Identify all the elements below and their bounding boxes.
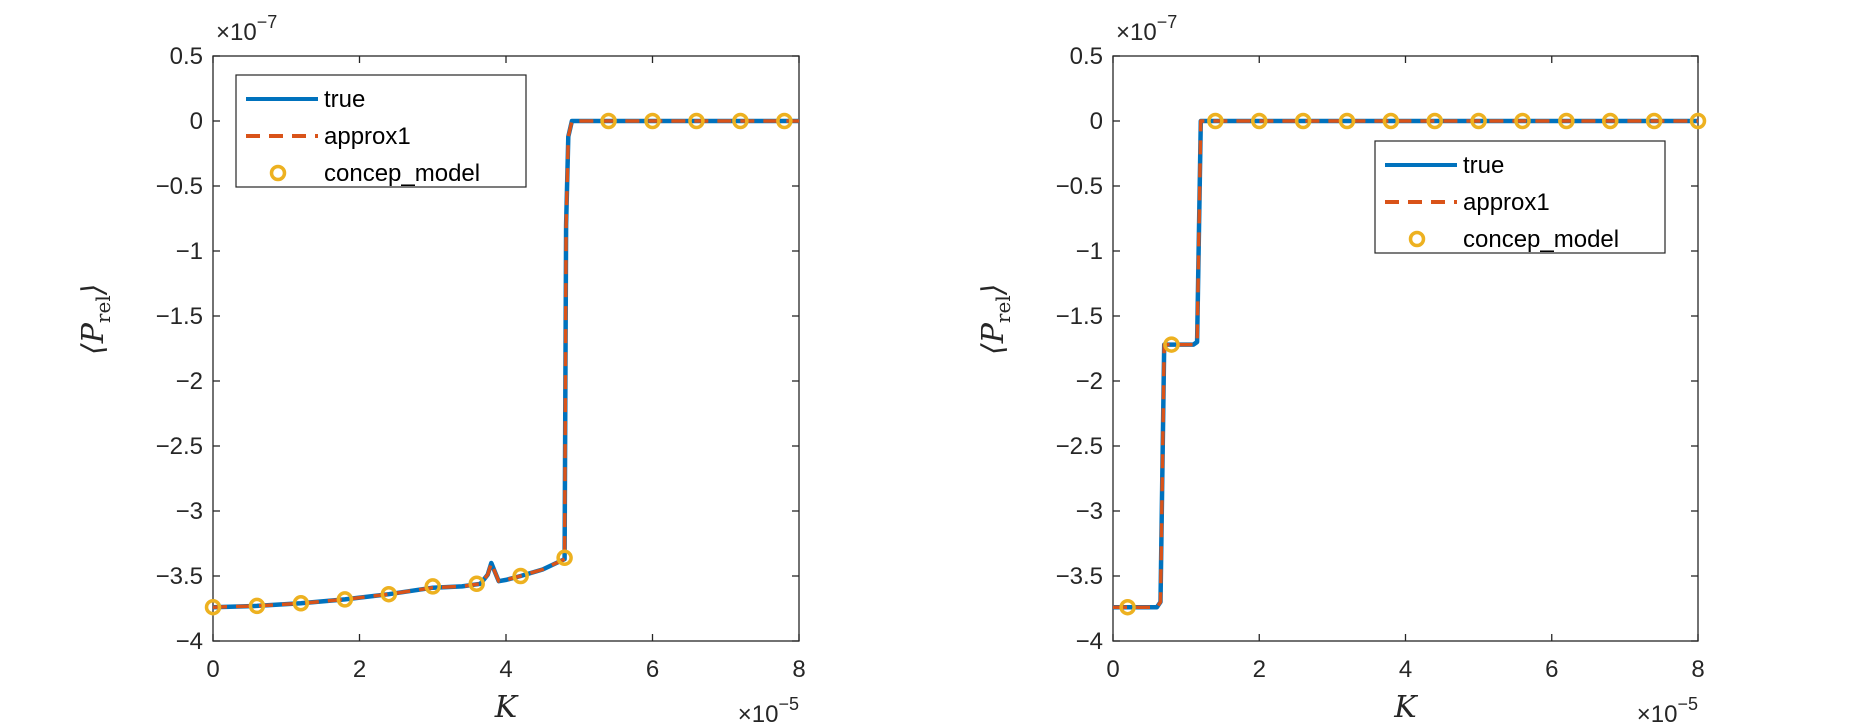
legend: true approx1 concep_model	[1374, 140, 1666, 254]
y-tick-label: −1.5	[156, 303, 203, 330]
approx1-line	[1113, 119, 1698, 609]
concep-model-marker	[468, 575, 485, 593]
concep-model-marker	[336, 591, 354, 608]
y-axis-label-close: ⟩	[976, 284, 1011, 297]
y-tick-label: −2.5	[1056, 433, 1103, 460]
y-tick-label: −2.5	[156, 433, 203, 460]
y-tick-label: −3.5	[156, 563, 203, 590]
concep-model-marker	[1470, 112, 1487, 130]
concep-model-marker	[776, 112, 793, 130]
y-axis-label: ⟨Prel⟩	[976, 284, 1015, 355]
y-tick-label: −4	[176, 628, 203, 655]
legend-marker	[269, 164, 287, 182]
x-tick-label: 8	[1691, 656, 1704, 683]
concep-model-marker	[1426, 112, 1443, 130]
y-tick-label: −3	[1076, 498, 1103, 525]
legend-label: approx1	[1463, 189, 1550, 216]
concep-model-marker	[1119, 598, 1136, 616]
x-exponent-label: ×10−5	[738, 694, 799, 725]
concep-model-marker	[1251, 112, 1268, 130]
concep-model-marker	[688, 112, 705, 130]
y-tick-label: −1.5	[1056, 303, 1103, 330]
y-tick-label: 0	[1090, 108, 1103, 135]
concep-model-marker	[292, 595, 310, 612]
y-tick-label: −0.5	[156, 173, 203, 200]
y-axis-label-sub: rel	[991, 295, 1015, 323]
x-tick-label: 6	[1545, 656, 1558, 683]
x-exponent-prefix: ×10	[1637, 701, 1678, 725]
x-tick-label: 6	[646, 656, 659, 683]
concep-model-marker	[1645, 112, 1663, 130]
concep-model-marker	[424, 578, 441, 595]
concep-model-marker	[1514, 112, 1531, 130]
y-exponent-label: ×10−7	[1116, 12, 1177, 46]
approx1-line	[212, 119, 799, 609]
concep-model-marker	[600, 112, 617, 130]
y-tick-label: −4	[1076, 628, 1103, 655]
concep-model-marker	[644, 112, 661, 130]
concep-model-marker	[248, 597, 266, 615]
legend: true approx1 concep_model	[235, 74, 527, 188]
concep-model-marker	[1163, 336, 1180, 353]
concep-model-marker	[1689, 112, 1707, 130]
concep-model-marker	[380, 585, 398, 603]
y-exponent-label: ×10−7	[216, 12, 277, 46]
x-exponent-label: ×10−5	[1637, 694, 1698, 725]
y-axis-label-sub: rel	[91, 295, 115, 323]
y-exponent-prefix: ×10	[216, 19, 257, 46]
plot-series	[1113, 112, 1707, 616]
y-axis-label-main: ⟨P	[76, 322, 111, 355]
y-tick-label: −0.5	[1056, 173, 1103, 200]
x-tick-label: 4	[1399, 656, 1412, 683]
concep-model-marker	[1338, 112, 1356, 130]
y-axis-label-main: ⟨P	[976, 322, 1011, 355]
legend-label: concep_model	[1463, 226, 1619, 253]
concep-model-marker	[1382, 112, 1400, 130]
concep-model-marker	[204, 598, 222, 616]
y-exponent-prefix: ×10	[1116, 19, 1157, 46]
legend-label: concep_model	[324, 160, 480, 187]
y-tick-label: −3	[176, 498, 203, 525]
concep-model-marker	[1294, 112, 1312, 130]
x-tick-label: 0	[1106, 656, 1119, 683]
x-exponent-prefix: ×10	[738, 701, 779, 725]
concep-model-marker	[512, 567, 529, 585]
legend-label: approx1	[324, 123, 411, 150]
plot-series	[204, 112, 799, 616]
x-axis-label: K	[494, 690, 519, 725]
y-tick-label: −1	[176, 238, 203, 265]
legend-label: true	[324, 86, 365, 113]
x-exponent-power: −5	[778, 694, 799, 714]
y-tick-label: −2	[176, 368, 203, 395]
y-exponent-power: −7	[1157, 12, 1178, 32]
legend-marker	[1408, 230, 1426, 248]
y-axis-label-close: ⟩	[76, 284, 111, 297]
y-tick-label: 0.5	[1070, 43, 1103, 70]
y-axis-label: ⟨Prel⟩	[76, 284, 115, 355]
concep-model-marker	[1558, 112, 1575, 130]
x-tick-label: 2	[353, 656, 366, 683]
concep-model-marker	[1207, 112, 1224, 130]
x-exponent-power: −5	[1677, 694, 1698, 714]
concep-model-marker	[556, 549, 573, 567]
y-tick-label: −1	[1076, 238, 1103, 265]
legend-label: true	[1463, 152, 1504, 179]
y-tick-label: 0.5	[170, 43, 203, 70]
x-tick-label: 4	[499, 656, 512, 683]
concep-model-marker	[1602, 112, 1619, 130]
x-tick-label: 2	[1253, 656, 1266, 683]
x-tick-label: 0	[206, 656, 219, 683]
y-tick-label: −3.5	[1056, 563, 1103, 590]
concep-model-marker	[732, 112, 749, 130]
y-tick-label: −2	[1076, 368, 1103, 395]
plot-panel-2: 0 2 4 6 80.50−0.5−1−1.5−2−2.5−3−3.5−4×10−7×1…	[976, 12, 1707, 725]
y-exponent-power: −7	[257, 12, 278, 32]
x-tick-label: 8	[792, 656, 805, 683]
plot-panel-1: 0 2 4 6 80.50−0.5−1−1.5−2−2.5−3−3.5−4×10−7×1…	[76, 12, 806, 725]
x-axis-label: K	[1393, 690, 1418, 725]
y-tick-label: 0	[190, 108, 203, 135]
